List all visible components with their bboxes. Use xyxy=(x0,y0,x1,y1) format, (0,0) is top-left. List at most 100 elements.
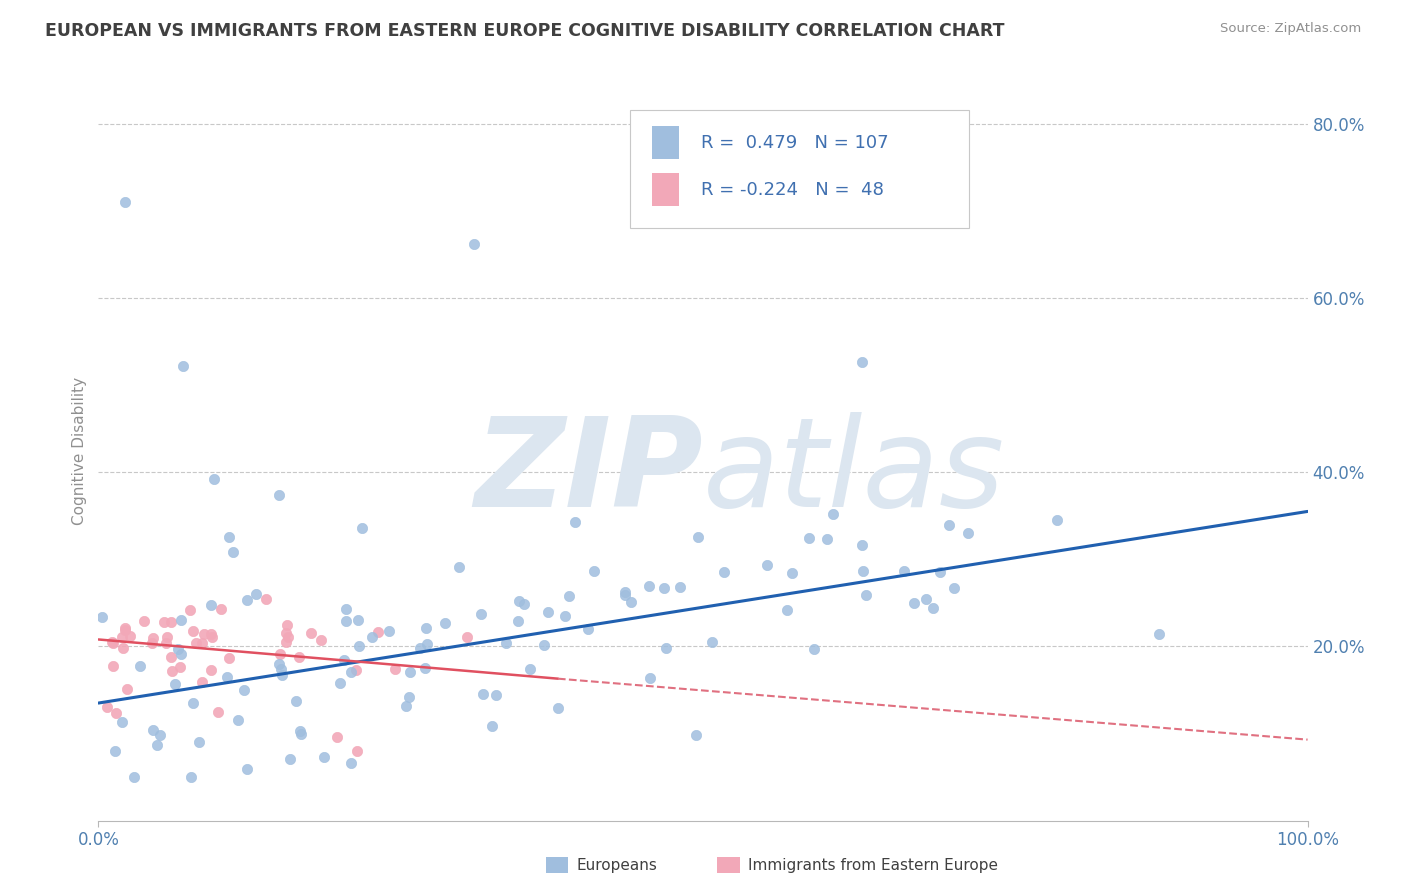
Point xyxy=(96,700,118,714)
Point xyxy=(226,713,249,727)
Point xyxy=(638,579,661,593)
Point xyxy=(180,770,202,784)
Point xyxy=(215,670,238,684)
Point xyxy=(193,627,215,641)
Point xyxy=(638,671,661,685)
Point xyxy=(803,642,825,657)
Point xyxy=(287,650,309,665)
Point xyxy=(118,629,141,643)
Point xyxy=(333,653,356,667)
Point xyxy=(104,706,127,721)
Y-axis label: Cognitive Disability: Cognitive Disability xyxy=(72,376,87,524)
Point xyxy=(613,588,636,602)
Point xyxy=(299,625,322,640)
Point xyxy=(713,565,735,579)
Point xyxy=(218,651,240,665)
Point xyxy=(132,614,155,628)
Point xyxy=(335,615,357,629)
Point xyxy=(395,699,418,714)
Point xyxy=(851,538,873,552)
Point xyxy=(413,661,436,675)
Point xyxy=(335,602,357,616)
Point xyxy=(100,635,122,649)
Point xyxy=(346,744,368,758)
Text: EUROPEAN VS IMMIGRANTS FROM EASTERN EUROPE COGNITIVE DISABILITY CORRELATION CHAR: EUROPEAN VS IMMIGRANTS FROM EASTERN EURO… xyxy=(45,22,1004,40)
Point xyxy=(620,595,643,609)
Point xyxy=(309,632,332,647)
Text: R = -0.224   N =  48: R = -0.224 N = 48 xyxy=(700,181,883,199)
Point xyxy=(156,630,179,644)
Point xyxy=(399,665,422,680)
Point xyxy=(668,580,690,594)
Point xyxy=(146,739,169,753)
Point xyxy=(142,723,165,737)
Point xyxy=(956,525,979,540)
Point xyxy=(938,518,960,533)
Text: Immigrants from Eastern Europe: Immigrants from Eastern Europe xyxy=(748,858,998,872)
Point xyxy=(160,664,183,678)
Point xyxy=(582,564,605,578)
FancyBboxPatch shape xyxy=(652,173,679,206)
Point xyxy=(186,636,208,650)
Point xyxy=(512,597,534,611)
Point xyxy=(378,624,401,639)
Point xyxy=(142,631,165,645)
Point xyxy=(347,639,370,653)
Text: Source: ZipAtlas.com: Source: ZipAtlas.com xyxy=(1220,22,1361,36)
Point xyxy=(200,663,222,677)
Point xyxy=(172,359,194,373)
Point xyxy=(236,763,259,777)
Point xyxy=(218,530,240,544)
Text: ZIP: ZIP xyxy=(474,412,703,533)
Point xyxy=(114,623,136,637)
Point xyxy=(481,718,503,732)
Point xyxy=(485,688,508,702)
Text: Europeans: Europeans xyxy=(576,858,658,872)
Point xyxy=(408,640,430,655)
Point xyxy=(1046,513,1069,527)
Point xyxy=(855,588,877,602)
Point xyxy=(270,667,292,681)
Point xyxy=(415,621,437,635)
Point xyxy=(115,682,138,697)
Point xyxy=(943,581,966,595)
Point xyxy=(533,638,555,652)
Point xyxy=(181,624,204,638)
Point xyxy=(201,631,224,645)
Point xyxy=(114,621,136,635)
Point xyxy=(702,635,724,649)
Point xyxy=(122,770,145,784)
Point xyxy=(101,636,124,650)
Point xyxy=(776,603,799,617)
Point xyxy=(326,730,349,744)
Point xyxy=(245,587,267,601)
Point xyxy=(922,600,945,615)
Point xyxy=(1147,627,1170,641)
Point xyxy=(347,613,370,627)
Point xyxy=(456,630,478,644)
Point xyxy=(181,696,204,710)
Point xyxy=(852,564,875,578)
Point xyxy=(915,591,938,606)
Point xyxy=(344,663,367,677)
Point xyxy=(165,676,187,690)
Point xyxy=(576,622,599,636)
Point xyxy=(290,727,312,741)
Point xyxy=(367,624,389,639)
Point xyxy=(278,752,301,766)
Point xyxy=(654,640,676,655)
Point xyxy=(111,714,134,729)
Point xyxy=(141,636,163,650)
Point xyxy=(340,665,363,679)
Point xyxy=(276,634,298,648)
Point xyxy=(207,705,229,719)
Point xyxy=(101,659,124,673)
Point xyxy=(91,610,114,624)
Point xyxy=(112,641,135,656)
Point xyxy=(449,560,471,574)
Point xyxy=(270,662,292,676)
FancyBboxPatch shape xyxy=(630,110,969,228)
Point xyxy=(312,749,335,764)
Point xyxy=(222,544,245,558)
Text: atlas: atlas xyxy=(703,412,1005,533)
